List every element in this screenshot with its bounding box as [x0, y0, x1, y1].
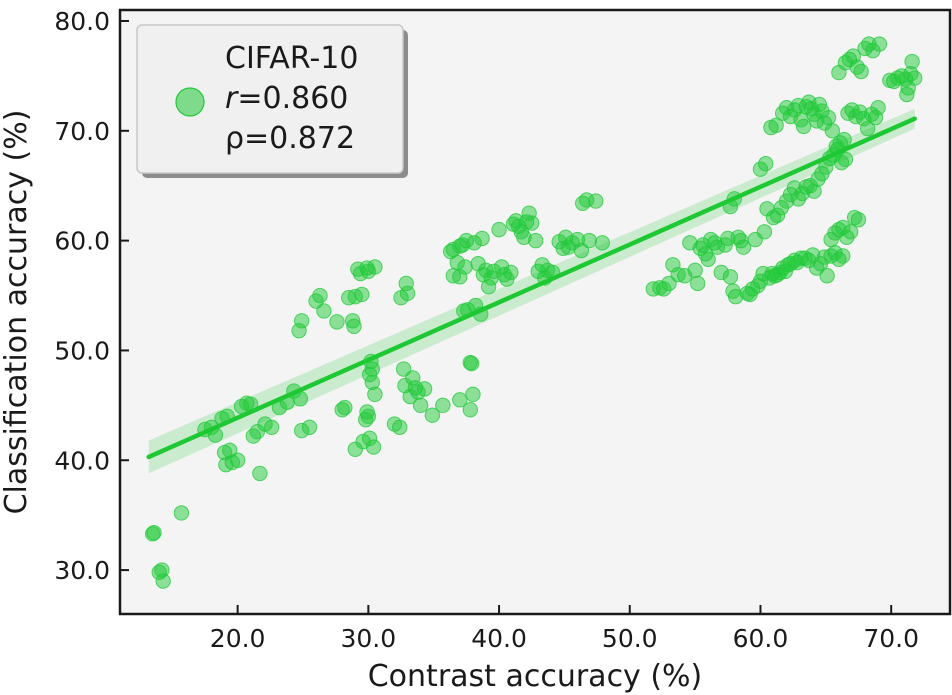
- data-point: [364, 374, 380, 390]
- data-point: [819, 268, 835, 284]
- data-point: [252, 465, 268, 482]
- data-point: [850, 212, 867, 228]
- data-point: [337, 399, 353, 416]
- data-point: [687, 262, 703, 278]
- x-tick-label: 30.0: [341, 624, 397, 653]
- data-point: [329, 314, 345, 330]
- data-point: [452, 392, 468, 408]
- data-point: [836, 131, 852, 148]
- data-point: [263, 419, 280, 436]
- data-point: [524, 215, 540, 231]
- x-axis-ticks: 20.0 30.0 40.0 50.0 60.0 70.0: [210, 605, 919, 653]
- x-tick-label: 40.0: [471, 624, 527, 653]
- data-point: [229, 452, 246, 468]
- data-point: [594, 235, 611, 251]
- data-point: [503, 264, 519, 281]
- data-point: [412, 397, 429, 414]
- y-axis-ticks: 30.0 40.0 50.0 60.0 70.0 80.0: [54, 7, 129, 585]
- legend-box: [136, 24, 404, 174]
- x-axis-label: Contrast accuracy (%): [368, 659, 703, 694]
- data-point: [722, 269, 739, 285]
- legend: CIFAR-10 r=0.860 ρ=0.872: [136, 24, 408, 178]
- x-tick-label: 60.0: [733, 624, 789, 653]
- x-tick-label: 70.0: [863, 624, 919, 653]
- y-tick-label: 40.0: [54, 446, 110, 475]
- data-point: [416, 381, 433, 397]
- data-point: [700, 251, 716, 267]
- data-point: [364, 361, 380, 377]
- points-layer: [144, 36, 923, 589]
- confidence-band-layer: [148, 108, 915, 474]
- y-tick-label: 80.0: [54, 7, 110, 36]
- data-point: [871, 36, 888, 52]
- data-point: [399, 285, 416, 302]
- legend-spearman: ρ=0.872: [225, 121, 355, 156]
- data-point: [316, 303, 332, 319]
- data-point: [424, 407, 441, 423]
- data-point: [527, 232, 544, 249]
- data-point: [465, 386, 481, 403]
- data-point: [735, 239, 752, 255]
- y-tick-label: 30.0: [54, 556, 110, 585]
- data-point: [445, 268, 462, 284]
- data-point: [837, 151, 854, 168]
- data-point: [173, 505, 190, 521]
- data-point: [392, 419, 408, 436]
- data-point: [462, 402, 478, 418]
- y-axis-label: Classification accuracy (%): [0, 110, 34, 515]
- data-point: [842, 224, 859, 240]
- data-point: [824, 123, 841, 139]
- legend-marker: [175, 87, 205, 117]
- data-point: [154, 562, 170, 578]
- data-point: [312, 287, 328, 304]
- data-point: [474, 230, 490, 247]
- data-point: [853, 63, 869, 80]
- data-point: [835, 248, 851, 264]
- data-point: [146, 525, 162, 541]
- confidence-band: [148, 108, 915, 474]
- plot-frame: [118, 8, 952, 616]
- regression-line: [146, 116, 917, 460]
- data-point: [361, 430, 378, 446]
- data-point: [768, 117, 784, 134]
- legend-pearson: r=0.860: [225, 81, 348, 116]
- x-tick-label: 20.0: [210, 624, 266, 653]
- data-point: [690, 275, 706, 292]
- data-point: [899, 86, 915, 103]
- data-point: [588, 193, 604, 209]
- x-tick-label: 50.0: [602, 624, 658, 653]
- data-point: [756, 224, 773, 240]
- y-tick-label: 50.0: [54, 336, 110, 365]
- legend-series-name: CIFAR-10: [225, 41, 358, 76]
- y-tick-label: 60.0: [54, 227, 110, 256]
- data-point: [870, 100, 886, 116]
- data-point: [435, 397, 451, 414]
- data-point: [795, 118, 812, 135]
- data-point: [360, 408, 377, 425]
- data-point: [354, 286, 370, 303]
- data-point: [491, 221, 507, 238]
- data-point: [301, 419, 318, 436]
- data-point: [859, 120, 876, 137]
- data-point: [462, 354, 478, 371]
- data-point: [581, 232, 597, 249]
- data-point: [820, 109, 837, 126]
- legend-r-symbol: r: [225, 81, 239, 116]
- regression-line-layer: [146, 116, 917, 460]
- y-tick-label: 70.0: [54, 117, 110, 146]
- data-point: [758, 156, 774, 172]
- legend-r-value: =0.860: [237, 81, 348, 116]
- data-point: [346, 318, 362, 334]
- data-point: [907, 70, 923, 86]
- data-point: [293, 313, 310, 329]
- data-point: [367, 259, 383, 275]
- data-point: [904, 53, 920, 70]
